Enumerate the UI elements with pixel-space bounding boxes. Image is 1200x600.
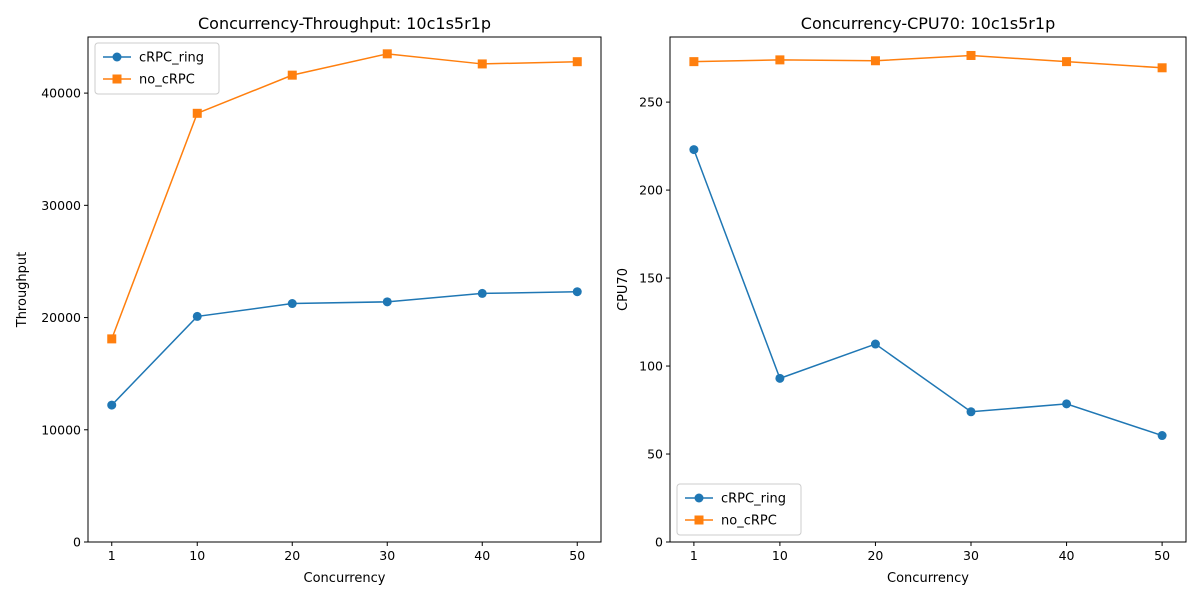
data-point bbox=[966, 50, 976, 60]
plot-frame bbox=[87, 36, 602, 543]
data-point bbox=[382, 297, 392, 307]
chart-2: Concurrency-CPU70: 10c1s5r1p 1 10 20 30 40 50 0… bbox=[616, 14, 1187, 586]
data-point bbox=[572, 287, 582, 297]
x-tick-label: 40 bbox=[474, 548, 490, 563]
y-axis-label: Throughput bbox=[15, 252, 30, 329]
x-tick-label: 10 bbox=[189, 548, 205, 563]
x-tick-label: 1 bbox=[108, 548, 116, 563]
data-point bbox=[192, 108, 202, 118]
x-tick-label: 40 bbox=[1059, 548, 1075, 563]
series-line-no_cRPC bbox=[111, 53, 578, 340]
x-tick-label: 1 bbox=[690, 548, 698, 563]
data-point bbox=[689, 145, 699, 155]
x-tick-label: 20 bbox=[867, 548, 883, 563]
series-line-cRPC_ring bbox=[111, 290, 578, 406]
data-point bbox=[107, 334, 117, 344]
data-point bbox=[477, 59, 487, 69]
data-point bbox=[966, 407, 976, 417]
legend: cRPC_ring no_cRPC bbox=[676, 483, 802, 536]
legend: cRPC_ring no_cRPC bbox=[94, 42, 220, 95]
x-tick-label: 10 bbox=[772, 548, 788, 563]
data-point bbox=[192, 311, 202, 321]
data-point bbox=[1062, 57, 1072, 67]
data-point bbox=[382, 49, 392, 59]
chart-title: Concurrency-CPU70: 10c1s5r1p bbox=[801, 14, 1055, 33]
y-tick-label: 20000 bbox=[41, 310, 81, 325]
data-point bbox=[1157, 63, 1167, 73]
x-tick-label: 50 bbox=[569, 548, 585, 563]
data-point bbox=[477, 288, 487, 298]
y-tick-label: 0 bbox=[73, 535, 81, 550]
data-point bbox=[107, 400, 117, 410]
series-line-cRPC_ring bbox=[693, 149, 1163, 437]
y-tick-label: 0 bbox=[655, 535, 663, 550]
legend-marker bbox=[694, 515, 704, 525]
chart-1: Concurrency-Throughput: 10c1s5r1p 1 10 20 30… bbox=[15, 14, 602, 586]
x-axis-label: Concurrency bbox=[887, 571, 969, 586]
x-axis-label: Concurrency bbox=[304, 571, 386, 586]
data-point bbox=[287, 299, 297, 309]
x-tick-label: 50 bbox=[1154, 548, 1170, 563]
y-tick-label: 250 bbox=[639, 95, 663, 110]
legend-frame bbox=[676, 483, 802, 536]
plot-frame bbox=[669, 36, 1187, 543]
y-tick-label: 50 bbox=[647, 447, 663, 462]
y-tick-label: 40000 bbox=[41, 86, 81, 101]
legend-marker bbox=[112, 52, 122, 62]
y-axis-label: CPU70 bbox=[616, 268, 631, 311]
series-line-no_cRPC bbox=[693, 54, 1163, 69]
x-tick-label: 30 bbox=[379, 548, 395, 563]
y-tick-label: 100 bbox=[639, 359, 663, 374]
y-tick-label: 200 bbox=[639, 183, 663, 198]
data-point bbox=[775, 55, 785, 65]
x-tick-label: 20 bbox=[284, 548, 300, 563]
data-point bbox=[287, 70, 297, 80]
legend-marker bbox=[112, 74, 122, 84]
y-tick-label: 10000 bbox=[41, 422, 81, 437]
data-point bbox=[775, 373, 785, 383]
y-tick-label: 30000 bbox=[41, 198, 81, 213]
legend-frame bbox=[94, 42, 220, 95]
legend-label: no_cRPC bbox=[721, 514, 777, 529]
legend-label: no_cRPC bbox=[139, 73, 195, 88]
chart-title: Concurrency-Throughput: 10c1s5r1p bbox=[198, 14, 491, 33]
x-tick-label: 30 bbox=[963, 548, 979, 563]
data-point bbox=[870, 56, 880, 66]
legend-marker bbox=[694, 493, 704, 503]
data-point bbox=[1062, 399, 1072, 409]
y-tick-label: 150 bbox=[639, 271, 663, 286]
legend-label: cRPC_ring bbox=[139, 51, 204, 66]
data-point bbox=[572, 57, 582, 67]
data-point bbox=[689, 57, 699, 67]
legend-label: cRPC_ring bbox=[721, 492, 786, 507]
data-point bbox=[1157, 431, 1167, 441]
data-point bbox=[870, 339, 880, 349]
